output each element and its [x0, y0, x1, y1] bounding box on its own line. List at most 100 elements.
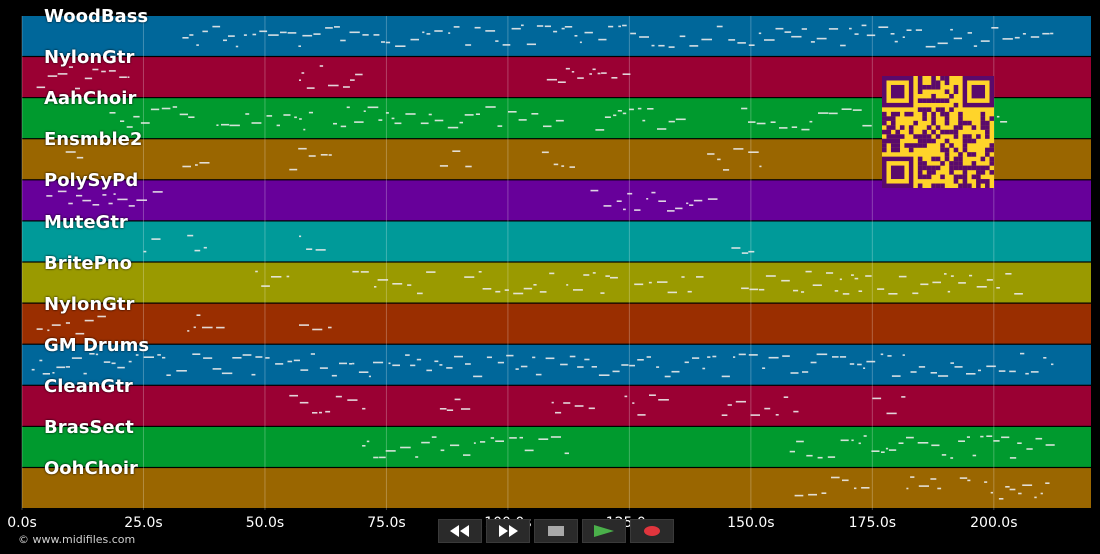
- note: [701, 38, 712, 41]
- note: [782, 355, 790, 357]
- rewind-button[interactable]: [438, 519, 482, 543]
- note: [1005, 486, 1010, 488]
- note: [202, 30, 208, 33]
- note: [770, 121, 776, 123]
- note: [839, 356, 847, 358]
- note: [358, 371, 369, 373]
- note: [958, 440, 965, 442]
- note: [312, 328, 323, 331]
- note: [783, 396, 789, 398]
- note: [188, 116, 195, 118]
- note: [102, 194, 107, 196]
- note: [136, 199, 147, 201]
- note: [931, 444, 940, 447]
- note: [539, 291, 547, 293]
- note: [1051, 363, 1054, 366]
- note: [65, 151, 76, 153]
- note: [574, 35, 578, 37]
- note: [431, 436, 437, 438]
- note: [196, 314, 201, 316]
- note: [355, 73, 363, 76]
- track-label[interactable]: OohChoir: [44, 458, 138, 480]
- note: [176, 370, 187, 372]
- track-label[interactable]: BrasSect: [44, 417, 134, 438]
- note: [801, 28, 807, 30]
- note: [1030, 36, 1040, 38]
- track-label[interactable]: MuteGtr: [44, 211, 128, 233]
- note: [566, 284, 569, 286]
- note: [216, 124, 219, 126]
- stop-button[interactable]: [534, 519, 578, 543]
- note: [459, 121, 463, 124]
- note: [482, 288, 492, 290]
- track-label[interactable]: WoodBass: [44, 6, 149, 27]
- track-label[interactable]: NylonGtr: [44, 293, 135, 315]
- note: [235, 45, 239, 48]
- note: [495, 290, 501, 293]
- track-label[interactable]: GM Drums: [44, 334, 150, 356]
- note: [590, 189, 599, 192]
- note: [872, 397, 882, 400]
- note: [434, 30, 443, 32]
- note: [937, 487, 942, 490]
- note: [56, 366, 66, 369]
- note: [667, 210, 675, 212]
- note: [762, 367, 766, 369]
- note: [52, 372, 55, 374]
- note: [592, 272, 596, 274]
- note: [555, 119, 564, 122]
- record-icon: [644, 526, 660, 536]
- track-label[interactable]: AahChoir: [44, 88, 137, 110]
- record-button[interactable]: [630, 519, 674, 543]
- note: [109, 112, 116, 114]
- note: [741, 252, 749, 254]
- note: [881, 451, 885, 453]
- note: [996, 287, 1000, 289]
- note: [319, 367, 328, 369]
- note: [320, 154, 328, 156]
- note: [854, 277, 859, 280]
- note: [794, 494, 804, 497]
- note: [268, 34, 279, 36]
- note: [812, 284, 822, 286]
- note: [373, 34, 380, 36]
- note: [816, 37, 827, 40]
- note: [592, 68, 596, 71]
- note: [577, 366, 584, 368]
- note: [741, 287, 749, 290]
- note: [597, 72, 601, 75]
- note: [692, 357, 700, 359]
- note: [400, 446, 411, 449]
- note: [973, 45, 978, 47]
- fast-forward-button[interactable]: [486, 519, 530, 543]
- note: [657, 281, 668, 283]
- track-label[interactable]: PolySyPd: [44, 170, 139, 192]
- track-label[interactable]: NylonGtr: [44, 47, 135, 69]
- note: [950, 457, 954, 459]
- note: [454, 355, 463, 358]
- note: [293, 359, 300, 362]
- note: [172, 106, 178, 108]
- note: [966, 436, 970, 438]
- note: [182, 37, 189, 39]
- note: [696, 276, 704, 278]
- note: [306, 248, 313, 250]
- track-label[interactable]: BritePno: [44, 252, 132, 274]
- note: [446, 367, 453, 369]
- copyright-text: © www.midifiles.com: [18, 533, 136, 546]
- note: [475, 113, 480, 115]
- note: [880, 353, 884, 356]
- track-label[interactable]: CleanGtr: [44, 375, 133, 397]
- note: [474, 26, 481, 29]
- note: [410, 364, 416, 367]
- note: [569, 355, 576, 358]
- track-label[interactable]: Ensmble2: [44, 129, 143, 151]
- note: [721, 414, 728, 416]
- note: [251, 122, 262, 124]
- play-button[interactable]: [582, 519, 626, 543]
- note: [111, 362, 116, 365]
- note: [831, 476, 840, 479]
- note: [298, 45, 301, 47]
- note: [588, 407, 595, 410]
- note: [986, 365, 996, 368]
